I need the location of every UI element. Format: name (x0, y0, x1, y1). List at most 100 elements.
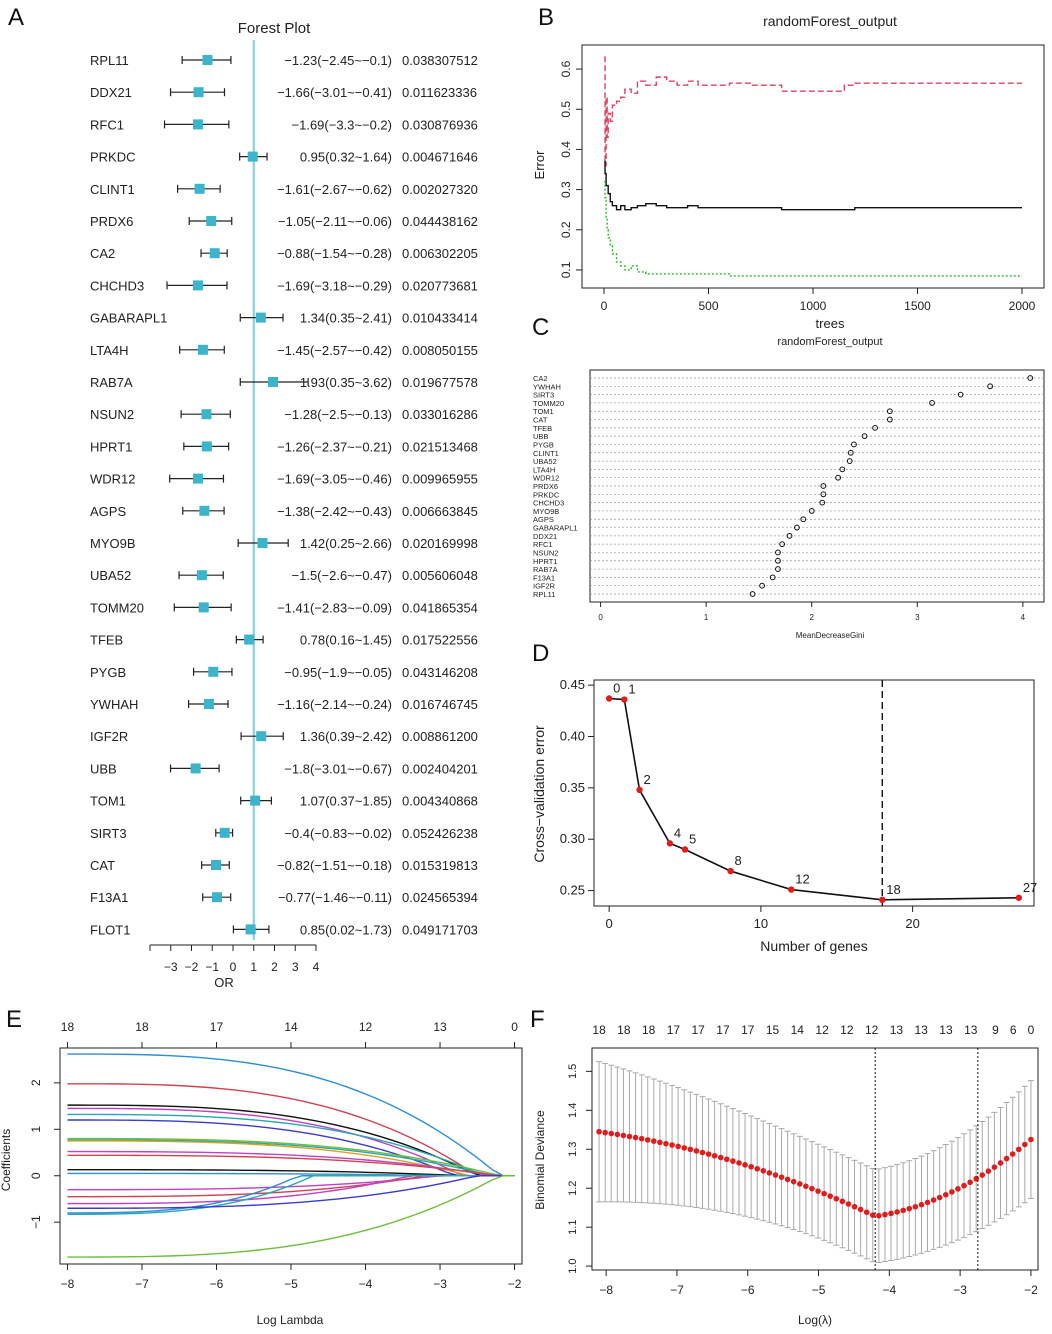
deviance-point (985, 1168, 992, 1174)
importance-point (800, 516, 807, 523)
top-tick-label: 13 (964, 1023, 978, 1037)
deviance-point (638, 1135, 645, 1142)
deviance-point (681, 1145, 688, 1151)
x-tick-label: −3 (953, 1283, 967, 1297)
p-value-label: 0.016746745 (402, 697, 478, 712)
x-tick-label: −3 (164, 960, 178, 974)
deviance-point (754, 1165, 761, 1172)
point-label: 27 (1023, 880, 1037, 895)
y-tick-label: 0.40 (560, 729, 585, 744)
or-ci-label: −0.95(−1.9~−0.05) (284, 665, 392, 680)
p-value-label: 0.011623336 (402, 85, 477, 100)
estimate-box (247, 151, 258, 162)
cv-point (681, 846, 689, 853)
or-ci-label: −1.38(−2.42~−0.43) (277, 504, 392, 519)
p-value-label: 0.041865354 (402, 600, 478, 615)
cv-point (1015, 894, 1023, 901)
x-axis-label: OR (214, 975, 234, 990)
gene-label: AGPS (90, 504, 126, 519)
x-tick-label: −6 (741, 1283, 755, 1297)
top-tick-label: 18 (642, 1023, 656, 1037)
cv-point (727, 867, 734, 875)
coef-path (67, 1139, 515, 1177)
y-tick-label: 1.1 (567, 1220, 579, 1235)
p-value-label: 0.008861200 (402, 729, 478, 744)
estimate-box (257, 538, 268, 548)
deviance-point (930, 1197, 937, 1203)
or-ci-label: 1.36(0.39~2.42) (300, 729, 392, 744)
series-line-OOB (604, 160, 1022, 211)
point-label: 2 (644, 772, 651, 787)
deviance-point (869, 1212, 876, 1218)
estimate-box (219, 827, 230, 838)
category-label: DDX21 (533, 532, 557, 541)
importance-point (839, 466, 846, 473)
coef-path (67, 1083, 515, 1177)
x-tick-label: 0 (601, 299, 608, 313)
gene-label: GABARAPL1 (90, 311, 167, 326)
x-tick-label: 4 (1021, 613, 1026, 622)
or-ci-label: −1.61(−2.67~−0.62) (277, 182, 392, 197)
panel-label-e: E (6, 1006, 23, 1033)
deviance-point (888, 1210, 894, 1217)
coef-path (67, 1053, 515, 1177)
category-label: SIRT3 (533, 391, 554, 400)
deviance-point (730, 1158, 736, 1164)
or-ci-label: −1.41(−2.83~−0.09) (277, 600, 392, 615)
p-value-label: 0.005606048 (402, 568, 478, 583)
gene-label: DDX21 (90, 85, 132, 100)
importance-point (786, 532, 793, 539)
deviance-point (936, 1194, 943, 1201)
category-label: WDR12 (533, 474, 559, 483)
x-tick-label: 3 (915, 613, 920, 622)
point-label: 8 (735, 853, 742, 868)
or-ci-label: −1.69(−3.3~−0.2) (292, 117, 392, 132)
category-label: PRKDC (533, 490, 560, 499)
deviance-point (827, 1193, 834, 1199)
p-value-label: 0.008050155 (402, 343, 478, 358)
x-axis-label: trees (816, 316, 845, 331)
deviance-point (803, 1183, 809, 1190)
forest-plot: Forest Plot RPL11 −1.23(−2.45~−0.1) 0.03830… (90, 20, 478, 990)
plot-frame (593, 679, 1035, 907)
x-tick-label: 2 (809, 613, 814, 622)
x-tick-label: 4 (313, 960, 320, 974)
panel-label-f: F (530, 1006, 545, 1033)
deviance-point (894, 1209, 900, 1215)
deviance-point (991, 1164, 998, 1170)
gene-label: PYGB (90, 665, 126, 680)
panel-label-c: C (532, 314, 550, 341)
y-tick-label: 0.45 (560, 677, 585, 692)
estimate-box (210, 860, 221, 870)
panel-label-b: B (538, 4, 555, 31)
gene-label: PRDX6 (90, 214, 133, 229)
category-label: UBA52 (533, 457, 557, 466)
cv-point (666, 840, 674, 847)
y-tick-label: 1.0 (567, 1258, 579, 1273)
top-tick-label: 13 (939, 1023, 953, 1037)
p-value-label: 0.043146208 (402, 665, 478, 680)
gene-label: CAT (90, 858, 115, 873)
or-ci-label: −1.8(−3.01~−0.67) (284, 761, 392, 776)
deviance-point (1015, 1146, 1022, 1153)
p-value-label: 0.021513468 (402, 439, 478, 454)
gene-label: LTA4H (90, 343, 129, 358)
series-line-class-0 (604, 180, 1022, 277)
category-label: TOM1 (533, 407, 554, 416)
category-label: CLINT1 (533, 449, 559, 458)
coef-path (67, 1119, 515, 1177)
or-ci-label: 1.07(0.37~1.85) (300, 794, 392, 809)
top-tick-label: 9 (992, 1023, 999, 1037)
panel-a: A Forest Plot RPL11 −1.23(−2.45~−0.1) 0.038… (0, 0, 530, 1000)
deviance-point (942, 1191, 949, 1198)
gene-label: FLOT1 (90, 922, 130, 937)
gene-label: SIRT3 (90, 826, 127, 841)
p-value-label: 0.015319813 (402, 858, 478, 873)
panel-d: D 0 1 2 4 5 8 12 18 27 0 10 20 0.25 0.30 0.35 0.40 0.45 N… (530, 636, 1052, 960)
deviance-point (711, 1152, 718, 1159)
top-tick-label: 14 (791, 1023, 805, 1037)
y-tick-label: 0.25 (560, 883, 585, 898)
category-label: PRDX6 (533, 482, 558, 491)
deviance-point (949, 1189, 955, 1195)
